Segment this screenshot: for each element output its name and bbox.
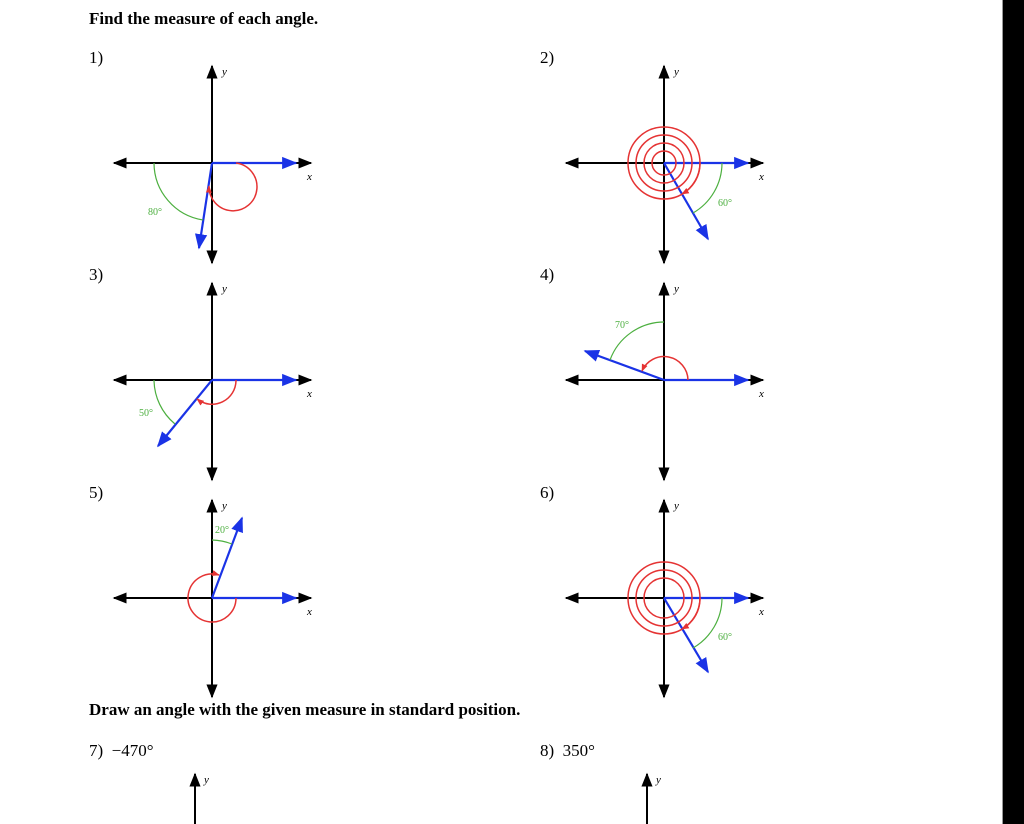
reference-angle-label: 60° — [718, 198, 732, 209]
x-axis-label: x — [306, 606, 312, 618]
page-edge-line — [1002, 0, 1003, 824]
problem-7-measure: −470° — [111, 741, 154, 760]
problem-number-6: 6) — [540, 483, 555, 502]
problem-number-2: 2) — [540, 48, 555, 67]
rotation-arc — [681, 597, 701, 630]
y-axis-label: y — [673, 66, 679, 78]
terminal-side — [210, 516, 244, 599]
problem-number-1: 1) — [89, 48, 104, 67]
reference-angle-label: 80° — [148, 207, 162, 218]
reference-angle-label: 50° — [139, 408, 153, 419]
rotation-arc — [641, 355, 689, 381]
terminal-side — [663, 597, 709, 674]
terminal-side — [583, 349, 665, 382]
y-axis-label: y — [673, 283, 679, 295]
problem-number-7: 7) — [89, 741, 104, 760]
problem-number-4: 4) — [540, 265, 555, 284]
terminal-side — [663, 162, 709, 241]
rotation-ring — [651, 150, 677, 176]
figure-7: y — [189, 772, 209, 824]
terminal-side — [157, 379, 213, 448]
x-axis-label: x — [758, 606, 764, 618]
reference-angle-label: 60° — [718, 632, 732, 643]
figure-5: 20° y x — [112, 498, 313, 699]
rotation-ring — [635, 569, 693, 627]
rotation-arc — [196, 379, 237, 406]
terminal-side — [195, 162, 214, 250]
reference-arc — [692, 162, 723, 214]
y-axis-label: y — [221, 283, 227, 295]
rotation-arc — [187, 570, 237, 623]
y-axis-label: y — [673, 500, 679, 512]
problem-7: 7) −470° — [89, 742, 154, 759]
figure-2: 60° y x — [564, 64, 765, 265]
figure-8: y — [641, 772, 661, 824]
reference-arc — [692, 597, 723, 649]
x-axis-label: x — [758, 171, 764, 183]
y-axis-label: y — [221, 66, 227, 78]
page-edge — [1003, 0, 1024, 824]
problem-8: 8) 350° — [540, 742, 595, 759]
figure-6: 60° y x — [564, 498, 765, 699]
x-axis-label: x — [758, 388, 764, 400]
y-axis-label: y — [221, 500, 227, 512]
reference-arc — [211, 539, 233, 545]
reference-arc — [609, 321, 665, 361]
x-axis-label: x — [306, 171, 312, 183]
section-heading-find-angle: Find the measure of each angle. — [89, 9, 319, 28]
problem-8-measure: 350° — [562, 741, 595, 760]
problem-number-3: 3) — [89, 265, 104, 284]
rotation-arc — [205, 162, 258, 212]
y-axis-label: y — [203, 774, 209, 786]
problem-number-8: 8) — [540, 741, 555, 760]
rotation-arc — [681, 162, 701, 195]
reference-arc — [153, 379, 176, 425]
reference-arc — [153, 162, 204, 221]
x-axis-label: x — [306, 388, 312, 400]
rotation-ring — [643, 577, 685, 619]
reference-angle-label: 20° — [215, 525, 229, 536]
section-heading-draw-angle: Draw an angle with the given measure in … — [89, 700, 521, 719]
figure-4: 70° y x — [564, 281, 765, 482]
figure-3: 50° y x — [112, 281, 313, 482]
reference-angle-label: 70° — [615, 320, 629, 331]
problem-number-5: 5) — [89, 483, 104, 502]
rotation-ring — [635, 134, 693, 192]
y-axis-label: y — [655, 774, 661, 786]
figure-1: 80° y x — [112, 64, 313, 265]
rotation-ring — [643, 142, 685, 184]
